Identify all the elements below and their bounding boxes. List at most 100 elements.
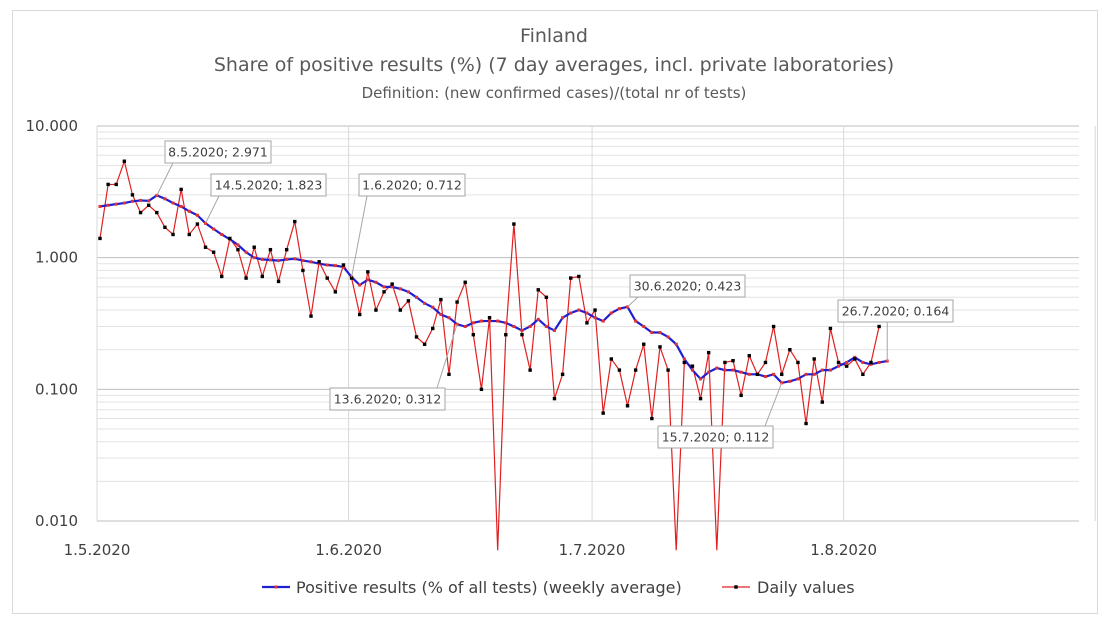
daily-value-point xyxy=(317,260,321,264)
annotation-label: 30.6.2020; 0.423 xyxy=(634,279,742,294)
annotation-box xyxy=(329,387,446,411)
y-axis: 10.000 1.000 0.100 0.010 xyxy=(26,117,79,530)
daily-value-point xyxy=(763,360,768,365)
weekly-average-point xyxy=(358,283,362,287)
annotation-box xyxy=(657,425,774,449)
weekly-average-point xyxy=(666,335,670,339)
annotations: 8.5.2020; 2.971 14.5.2020; 1.823 1.6.2020;… xyxy=(156,140,954,449)
weekly-average-point xyxy=(415,295,419,299)
chart-area xyxy=(12,10,1098,614)
daily-value-point xyxy=(601,411,605,415)
weekly-average-point xyxy=(423,301,427,305)
daily-value-point xyxy=(552,396,557,401)
legend-marker-weekly-average xyxy=(274,585,278,589)
weekly-average-point xyxy=(512,325,516,329)
x-tick-label: 1.5.2020 xyxy=(64,541,131,559)
weekly-average-point xyxy=(390,285,394,289)
daily-value-point xyxy=(244,276,248,280)
weekly-average-point xyxy=(585,311,589,315)
weekly-average-point xyxy=(707,370,711,374)
daily-value-point xyxy=(755,372,760,377)
daily-value-point xyxy=(544,295,549,300)
weekly-average-point xyxy=(496,319,500,323)
weekly-average-point xyxy=(528,325,532,329)
daily-value-point xyxy=(439,297,443,302)
legend-label-daily-values: Daily values xyxy=(757,578,855,597)
daily-value-point xyxy=(512,222,516,226)
weekly-average-point xyxy=(488,319,492,323)
daily-value-point xyxy=(268,247,273,252)
weekly-average-point xyxy=(569,311,573,315)
weekly-average-point xyxy=(171,201,175,205)
weekly-average-point xyxy=(772,372,776,376)
daily-value-point xyxy=(642,342,646,346)
annotation-box xyxy=(358,173,466,197)
weekly-average-point xyxy=(147,199,151,203)
daily-value-point xyxy=(398,308,402,312)
daily-value-point xyxy=(106,182,110,187)
daily-value-point xyxy=(130,193,135,197)
daily-value-point xyxy=(431,326,435,331)
weekly-average-point xyxy=(244,250,248,254)
daily-value-point xyxy=(163,225,167,230)
legend-marker-daily-values xyxy=(734,585,738,589)
weekly-average-point xyxy=(804,372,808,376)
annotation-label: 14.5.2020; 1.823 xyxy=(215,178,323,193)
chart-subtitle: Share of positive results (%) (7 day ave… xyxy=(214,54,894,76)
daily-value-point xyxy=(844,364,849,368)
daily-value-point xyxy=(358,312,362,317)
daily-value-point xyxy=(723,360,727,365)
daily-value-point xyxy=(617,368,622,372)
daily-value-point xyxy=(301,268,305,273)
daily-value-point xyxy=(325,276,329,280)
annotation-box xyxy=(210,173,327,197)
weekly-average-point xyxy=(561,316,565,320)
daily-value-point xyxy=(293,219,297,224)
daily-value-point xyxy=(366,270,370,274)
daily-value-point xyxy=(422,342,427,346)
daily-value-point xyxy=(812,357,816,361)
weekly-average-point xyxy=(617,307,621,311)
weekly-average-point xyxy=(212,227,216,231)
weekly-average-point xyxy=(301,259,305,263)
annotation-label: 15.7.2020; 0.112 xyxy=(662,430,770,445)
daily-value-point xyxy=(146,203,151,207)
daily-value-point xyxy=(690,364,695,368)
daily-value-point xyxy=(593,308,597,312)
daily-value-point xyxy=(228,236,232,241)
annotation-label: 13.6.2020; 0.312 xyxy=(334,392,442,407)
y-tick-label: 0.010 xyxy=(35,512,78,530)
weekly-average-point xyxy=(674,342,678,346)
weekly-average-point xyxy=(634,319,638,323)
daily-value-point xyxy=(138,210,143,215)
daily-value-point xyxy=(853,357,857,361)
daily-value-point xyxy=(260,274,265,279)
weekly-average-point xyxy=(552,328,556,332)
daily-value-point xyxy=(650,416,654,421)
daily-value-point xyxy=(341,263,346,267)
daily-value-point xyxy=(577,274,581,279)
y-tick-label: 0.100 xyxy=(35,380,78,398)
series-line-weekly-average xyxy=(99,194,888,385)
weekly-average-point xyxy=(642,325,646,329)
annotation-label: 8.5.2020; 2.971 xyxy=(168,145,268,160)
weekly-average-point xyxy=(593,316,597,320)
daily-value-point xyxy=(796,360,800,365)
weekly-average-point xyxy=(114,202,118,206)
weekly-average-point xyxy=(277,259,281,263)
weekly-average-point xyxy=(431,305,435,309)
daily-value-point xyxy=(747,354,751,358)
daily-value-point xyxy=(195,222,200,226)
annotation-box xyxy=(629,274,746,298)
daily-value-point xyxy=(609,357,613,361)
series-line-daily-values xyxy=(99,159,880,551)
daily-value-point xyxy=(666,368,670,372)
weekly-average-point xyxy=(236,243,240,247)
chart-title: Finland xyxy=(520,25,588,47)
x-tick-label: 1.7.2020 xyxy=(559,541,626,559)
legend: Positive results (% of all tests) (weekl… xyxy=(262,578,855,597)
daily-value-point xyxy=(220,274,224,279)
x-axis: 1.5.2020 1.6.2020 1.7.2020 1.8.2020 xyxy=(64,541,877,559)
daily-value-point xyxy=(211,250,216,254)
weekly-average-point xyxy=(325,263,329,267)
